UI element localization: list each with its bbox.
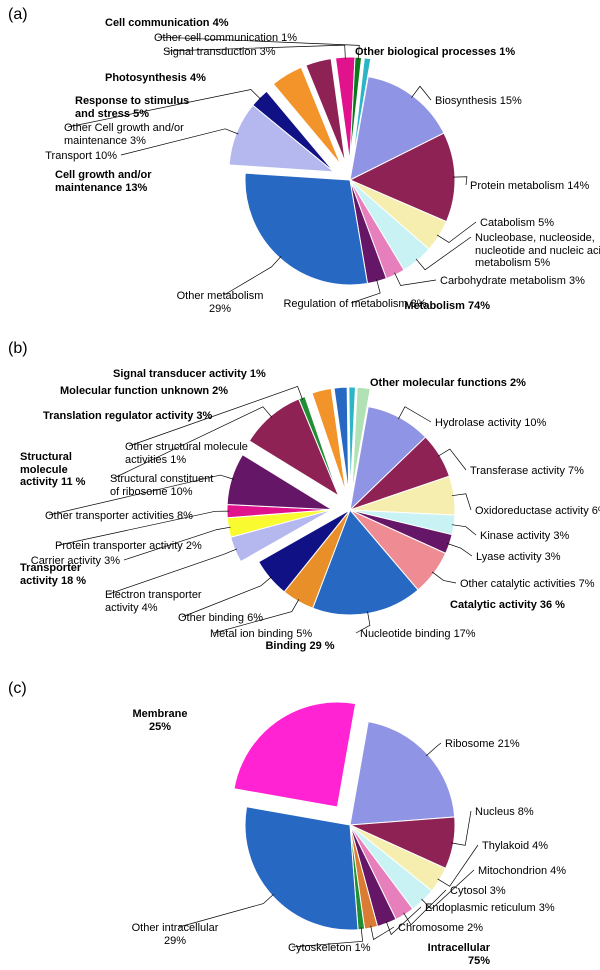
- pie-c: [0, 670, 600, 970]
- group-label-binding: Binding 29 %: [265, 640, 334, 653]
- label-signal_t: Signal transduction 3%: [163, 46, 276, 59]
- label-other_cat: Other catalytic activities 7%: [460, 578, 595, 591]
- label-other_met: Other metabolism29%: [177, 290, 264, 315]
- slice-other_met: [245, 173, 368, 285]
- label-carb: Carbohydrate metabolism 3%: [440, 275, 585, 288]
- panel-a: (a)Biosynthesis 15%Protein metabolism 14…: [0, 0, 600, 330]
- label-kinase: Kinase activity 3%: [480, 530, 569, 543]
- label-cytoskel: Cytoskeleton 1%: [288, 942, 371, 955]
- label-other_intra: Other intracellular29%: [132, 922, 219, 947]
- group-label-metabolism: Metabolism 74%: [404, 300, 490, 313]
- leader-kinase: [452, 525, 476, 535]
- leader-etransport: [109, 549, 237, 594]
- label-chrom: Chromosome 2%: [398, 922, 483, 935]
- label-other_cc: Other cell communication 1%: [154, 32, 297, 45]
- group-label-other-molecular-functions: Other molecular functions 2%: [370, 377, 526, 390]
- leader-carb: [395, 273, 436, 286]
- leader-lyase: [447, 544, 472, 556]
- group-label-signal-transducer-activity: Signal transducer activity 1%: [113, 368, 266, 381]
- label-catabolism: Catabolism 5%: [480, 217, 554, 230]
- panel-b: (b)Hydrolase activity 10%Transferase act…: [0, 330, 600, 670]
- label-etransport: Electron transporteractivity 4%: [105, 589, 202, 614]
- group-label-intracellular: Intracellular75%: [428, 942, 490, 967]
- label-mito: Mitochondrion 4%: [478, 865, 566, 878]
- group-label-cell-communication: Cell communication 4%: [105, 17, 228, 30]
- group-label-transporter-activity: Transporteractivity 18 %: [20, 562, 86, 587]
- group-label-response-to-stimulus-and-stress: Response to stimulusand stress 5%: [75, 95, 189, 120]
- label-other_struct: Other structural moleculeactivities 1%: [125, 441, 248, 466]
- label-biosynthesis: Biosynthesis 15%: [435, 95, 522, 108]
- slice-other_intra: [245, 807, 358, 930]
- label-hydrolase: Hydrolase activity 10%: [435, 417, 546, 430]
- group-label-cell-growth-and/or-maintenance: Cell growth and/ormaintenance 13%: [55, 169, 152, 194]
- label-oxido: Oxidoreductase activity 6%: [475, 505, 600, 518]
- label-ribosome: Ribosome 21%: [445, 738, 520, 751]
- label-protein_met: Protein metabolism 14%: [470, 180, 589, 193]
- label-transferase: Transferase activity 7%: [470, 465, 584, 478]
- label-other_t: Other transporter activities 8%: [45, 510, 193, 523]
- label-transport: Transport 10%: [45, 150, 117, 163]
- panel-c: (c)Ribosome 21%Nucleus 8%Thylakoid 4%Mit…: [0, 670, 600, 970]
- label-nucleobase: Nucleobase, nucleoside,nucleotide and nu…: [475, 232, 600, 270]
- slice-membrane: [234, 702, 356, 807]
- label-prot_t: Protein transporter activity 2%: [55, 540, 202, 553]
- group-label-other-biological-processes: Other biological processes 1%: [355, 46, 515, 59]
- label-thylakoid: Thylakoid 4%: [482, 840, 548, 853]
- label-nucleus: Nucleus 8%: [475, 806, 534, 819]
- label-er: Endoplasmic reticulum 3%: [425, 902, 555, 915]
- slice-ribosome: [350, 722, 455, 825]
- label-nucbind: Nucleotide binding 17%: [360, 628, 476, 641]
- label-cytosol: Cytosol 3%: [450, 885, 506, 898]
- label-metal: Metal ion binding 5%: [210, 628, 312, 641]
- leader-ribosome: [426, 743, 441, 756]
- label-other_cg: Other Cell growth and/ormaintenance 3%: [64, 122, 184, 147]
- label-struct_rib: Structural constituentof ribosome 10%: [110, 473, 213, 498]
- group-label-catalytic-activity: Catalytic activity 36 %: [450, 599, 565, 612]
- group-label-translation-regulator-activity: Translation regulator activity 3%: [43, 410, 212, 423]
- group-label-membrane: Membrane25%: [132, 708, 187, 733]
- leader-other_cat: [432, 572, 456, 583]
- label-lyase: Lyase activity 3%: [476, 551, 561, 564]
- group-label-structural-molecule-activity: Structuralmoleculeactivity 11 %: [20, 451, 85, 489]
- group-label-molecular-function-unknown: Molecular function unknown 2%: [60, 385, 228, 398]
- group-label-photosynthesis: Photosynthesis 4%: [105, 72, 206, 85]
